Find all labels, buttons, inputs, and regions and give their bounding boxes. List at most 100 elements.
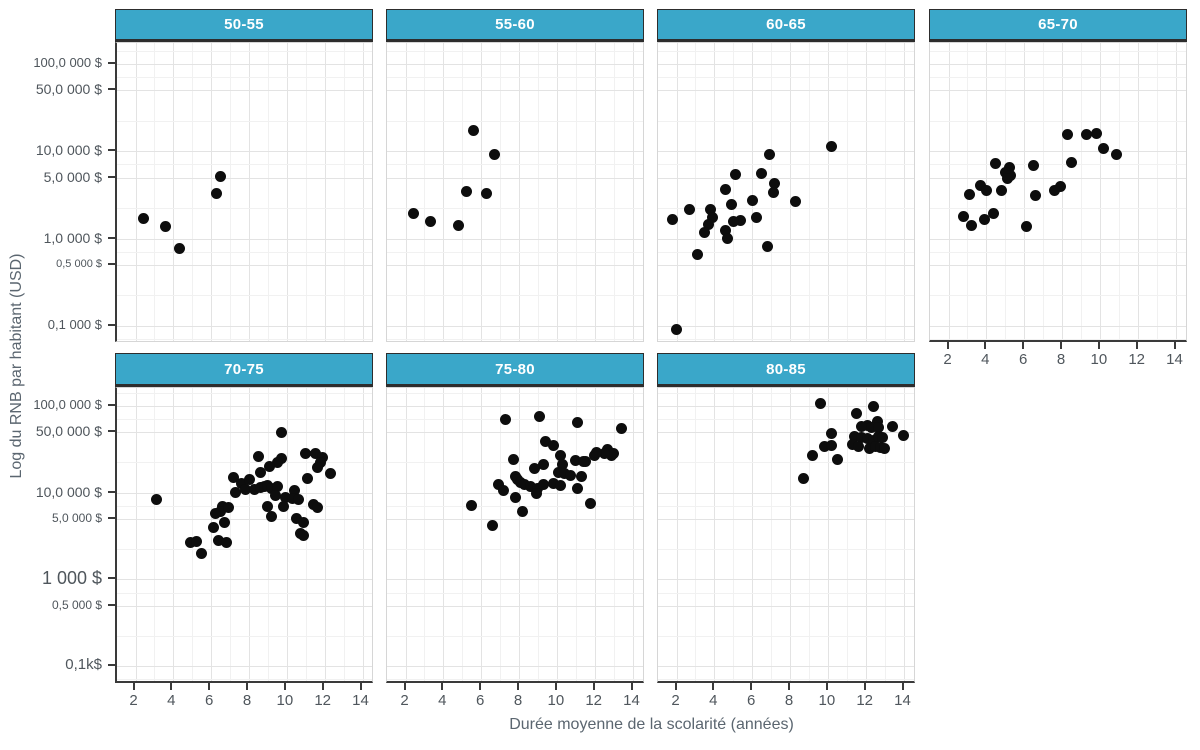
data-point: [978, 214, 990, 226]
data-point: [1066, 157, 1077, 168]
gridline-minor-h: [930, 50, 1186, 52]
data-point: [615, 422, 627, 434]
gridline-minor-h: [387, 505, 643, 507]
data-point: [767, 187, 779, 199]
data-point: [999, 166, 1011, 178]
data-point: [1111, 149, 1123, 161]
data-point: [703, 219, 715, 230]
gridline-major-v: [790, 388, 792, 681]
gridline-major-v: [173, 388, 175, 681]
gridline-minor-h: [387, 251, 643, 253]
data-point: [722, 233, 734, 245]
gridline-minor-v: [343, 43, 345, 341]
gridline-major-h: [117, 151, 372, 153]
gridline-minor-v: [267, 43, 269, 341]
data-point: [492, 478, 504, 490]
gridline-major-h: [117, 238, 372, 240]
gridline-major-h: [658, 151, 914, 153]
y-tick-label: 0,5 000 $: [56, 257, 102, 270]
gridline-minor-h: [387, 393, 643, 394]
data-point: [598, 447, 610, 459]
data-point: [453, 220, 464, 232]
gridline-major-h: [117, 177, 372, 179]
data-point: [519, 478, 531, 490]
data-point: [576, 470, 587, 482]
gridline-minor-h: [658, 505, 914, 507]
data-point: [684, 203, 696, 215]
x-tick-label: 10: [547, 692, 565, 709]
data-point: [1062, 128, 1074, 140]
data-point: [814, 398, 826, 409]
gridline-major-h: [658, 90, 914, 92]
data-point: [557, 459, 568, 471]
gridline-major-h: [930, 64, 1186, 65]
facet-strip: 60-65: [657, 9, 915, 42]
facet-strip-label: 80-85: [766, 360, 806, 378]
gridline-minor-h: [387, 295, 643, 297]
y-tick-mark: [108, 236, 115, 239]
data-point: [540, 435, 551, 447]
gridline-minor-h: [117, 505, 372, 507]
data-point: [547, 477, 559, 489]
gridline-minor-h: [117, 549, 372, 551]
gridline-minor-v: [884, 388, 886, 681]
data-point: [538, 459, 550, 471]
x-tick-mark: [984, 342, 987, 349]
facet-panel: [386, 387, 644, 683]
data-point: [230, 486, 242, 498]
x-tick-label: 12: [314, 692, 332, 709]
gridline-minor-h: [387, 338, 643, 340]
gridline-major-h: [117, 90, 372, 92]
gridline-minor-h: [387, 679, 643, 680]
data-point: [424, 215, 436, 227]
gridline-minor-v: [771, 388, 773, 681]
gridline-minor-h: [117, 393, 372, 394]
gridline-minor-v: [230, 388, 232, 681]
gridline-major-h: [117, 64, 372, 65]
data-point: [196, 547, 208, 559]
facet-strip: 65-70: [929, 9, 1187, 42]
y-tick-label: 10,0 000 $: [35, 142, 102, 159]
facet-strip-label: 60-65: [766, 16, 806, 33]
gridline-minor-v: [575, 43, 577, 341]
data-point: [869, 440, 881, 452]
x-tick-label: 4: [438, 692, 447, 709]
data-point: [524, 481, 536, 493]
data-point: [725, 199, 737, 211]
x-tick-label: 4: [709, 692, 718, 709]
data-point: [862, 433, 874, 445]
gridline-minor-h: [117, 295, 372, 297]
data-point: [852, 440, 864, 452]
y-tick-label: 10,0 000 $: [35, 483, 102, 500]
x-tick-mark: [1173, 342, 1176, 349]
data-point: [608, 447, 620, 459]
data-point: [1028, 159, 1040, 171]
x-tick-mark: [246, 683, 248, 690]
y-tick-mark: [108, 430, 115, 433]
x-tick-mark: [788, 683, 790, 690]
gridline-major-h: [387, 432, 643, 434]
data-point: [468, 124, 480, 136]
facet-strip-label: 50-55: [224, 16, 264, 33]
data-point: [585, 498, 597, 510]
gridline-major-h: [658, 264, 914, 266]
gridline-minor-h: [387, 592, 643, 594]
gridline-minor-h: [658, 462, 914, 464]
data-point: [898, 430, 909, 442]
x-tick-mark: [1060, 342, 1062, 349]
gridline-minor-h: [387, 50, 643, 52]
x-tick-label: 8: [784, 692, 794, 709]
gridline-major-h: [658, 579, 914, 581]
data-point: [277, 500, 289, 512]
x-tick-mark: [554, 683, 557, 690]
data-point: [509, 491, 521, 503]
gridline-minor-v: [1118, 43, 1120, 340]
gridline-major-v: [362, 43, 364, 341]
gridline-minor-h: [117, 251, 372, 253]
gridline-minor-v: [462, 388, 464, 681]
gridline-major-h: [387, 64, 643, 65]
gridline-minor-h: [658, 164, 914, 166]
gridline-major-v: [594, 43, 596, 341]
data-point: [488, 148, 500, 160]
data-point: [211, 188, 223, 200]
